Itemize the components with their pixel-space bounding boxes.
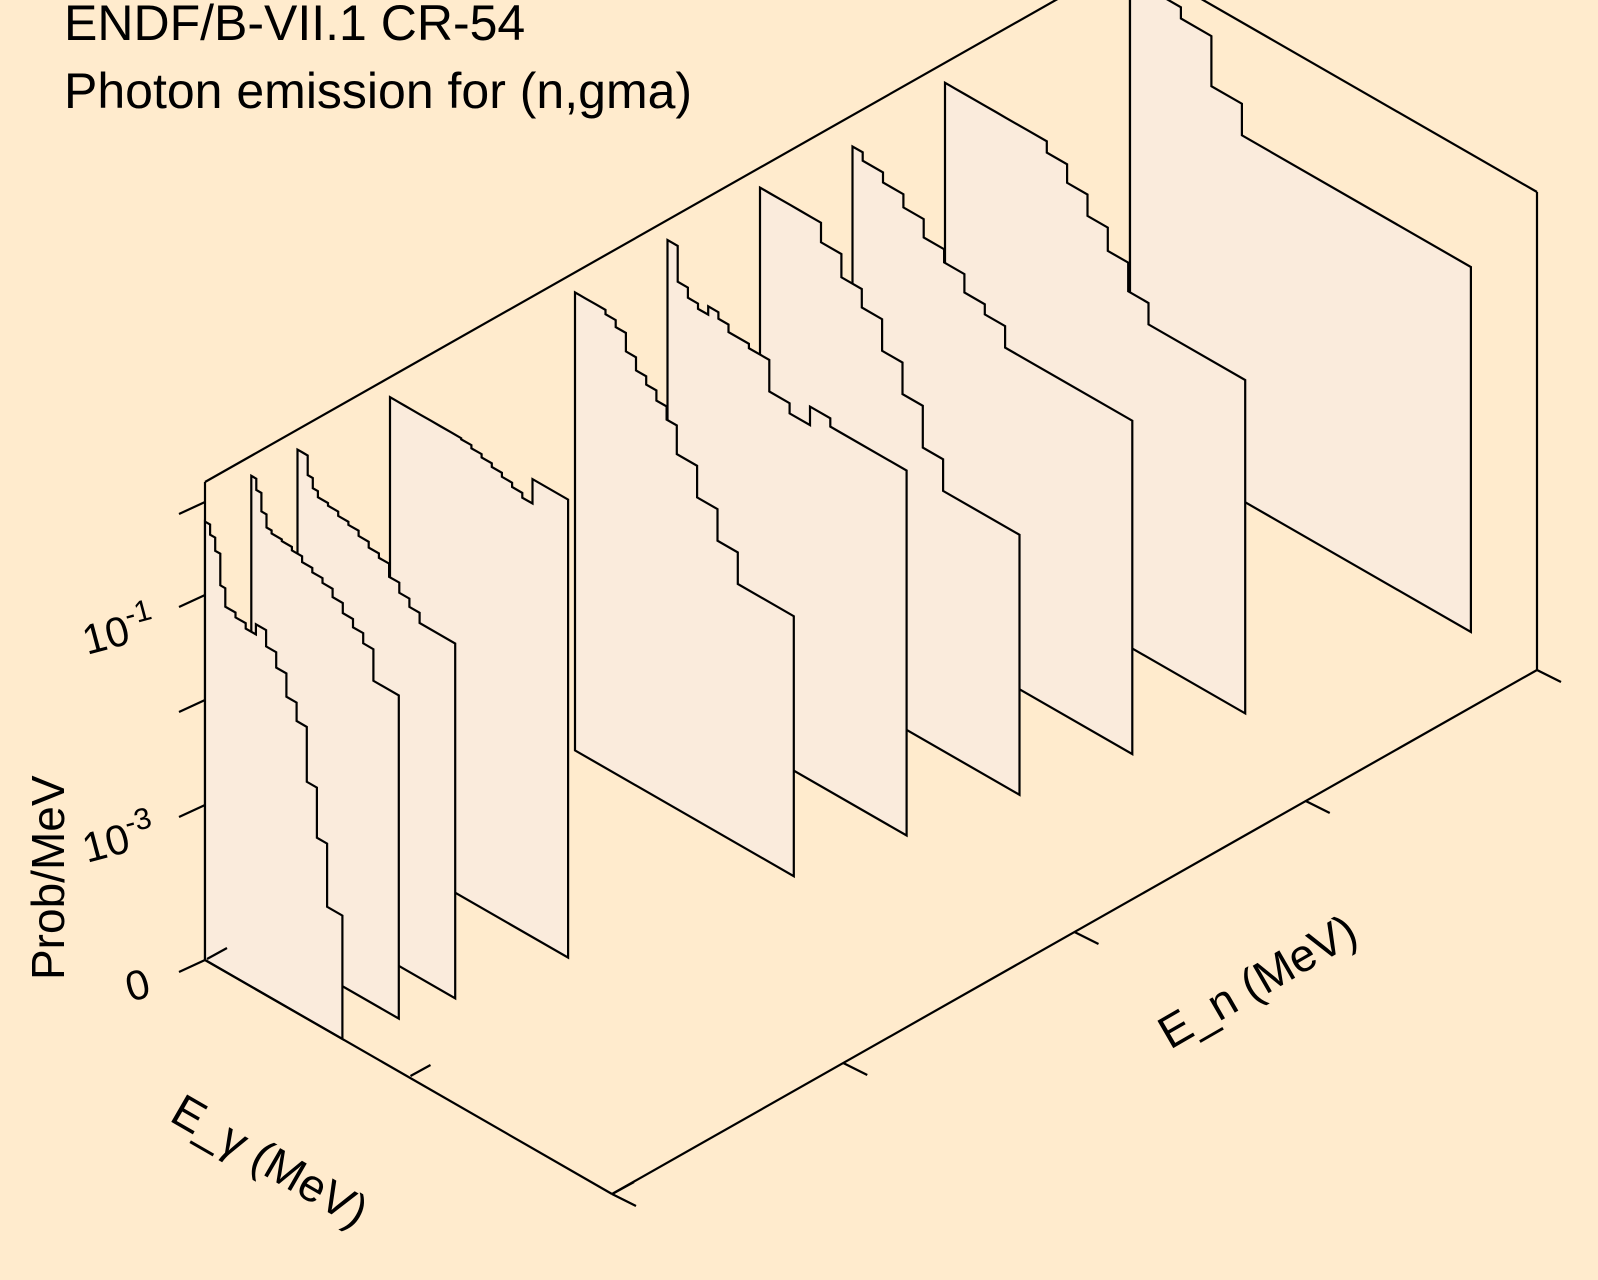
frame-top-right-edge bbox=[1200, 0, 1538, 193]
z-tick-3 bbox=[178, 594, 206, 608]
egamma-tick-0 bbox=[206, 947, 228, 960]
z-tick-1 bbox=[178, 804, 206, 818]
z-axis-title: Prob/MeV bbox=[22, 775, 74, 980]
spectra-curves bbox=[203, 0, 1472, 1041]
chart-title: ENDF/B-VII.1 CR-54 bbox=[64, 0, 525, 51]
en-tick-10 bbox=[1074, 931, 1099, 945]
z-tick-label-2: 10-1 bbox=[76, 594, 161, 664]
z-tick-label-1: 10-3 bbox=[76, 802, 161, 872]
frame-top-edge bbox=[204, 0, 1059, 483]
egamma-axis-title: E_γ (MeV) bbox=[163, 1084, 377, 1238]
egamma-axis-line bbox=[204, 959, 613, 1195]
z-tick-0 bbox=[178, 959, 206, 973]
z-tick-4 bbox=[178, 501, 206, 515]
z-tick-2 bbox=[178, 699, 206, 713]
en-tick-15 bbox=[1305, 800, 1331, 814]
en-tick-5 bbox=[842, 1062, 868, 1076]
spectrum-en-8 bbox=[573, 290, 795, 879]
chart-subtitle: Photon emission for (n,gma) bbox=[64, 63, 692, 119]
en-tick-0 bbox=[611, 1193, 637, 1207]
en-axis-title: E_n (MeV) bbox=[1149, 904, 1365, 1059]
z-tick-label-0: 0 bbox=[120, 959, 155, 1010]
en-tick-20 bbox=[1536, 669, 1562, 683]
spectrum-en-0 bbox=[203, 519, 344, 1041]
egamma-tick-40 bbox=[613, 1181, 635, 1194]
axes bbox=[178, 501, 1562, 1207]
egamma-tick-20 bbox=[409, 1064, 432, 1077]
